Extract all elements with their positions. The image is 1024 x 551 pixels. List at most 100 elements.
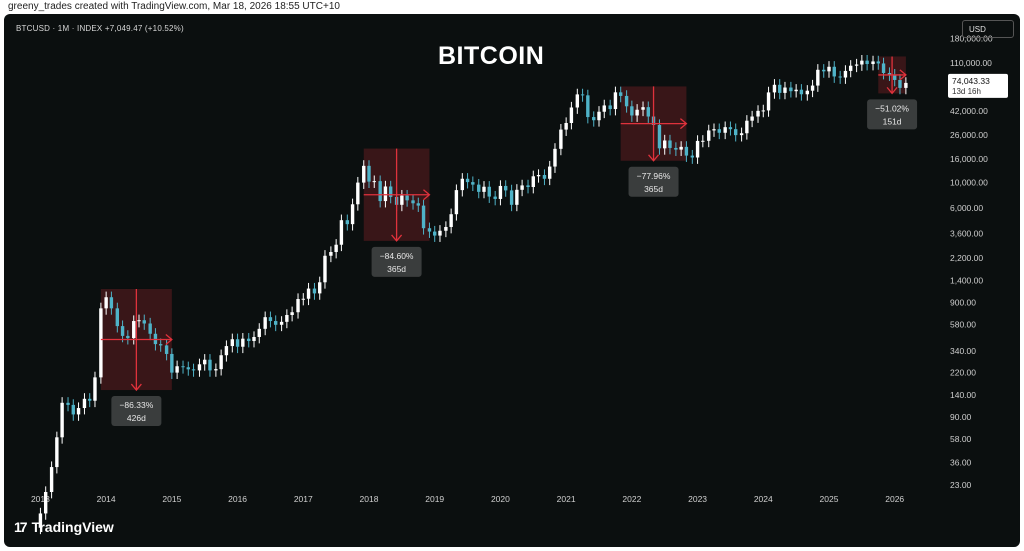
candle [509, 190, 514, 205]
candle [465, 178, 470, 183]
y-tick-label: 90.00 [950, 412, 972, 422]
candle [449, 214, 453, 227]
candle [898, 79, 902, 88]
drawdown-arrowhead [423, 189, 431, 201]
drawdown-duration: 365d [387, 264, 406, 274]
tradingview-logo: 17 TradingView [14, 519, 114, 535]
candle [263, 317, 267, 329]
candle [416, 203, 420, 206]
brand-name: TradingView [31, 519, 114, 535]
candle [301, 298, 305, 300]
chart-plot[interactable]: 23.00 36.00 58.00 90.00 140.00 220.00 340.00 58… [4, 14, 1020, 547]
tradingview-logo-icon: 17 [14, 519, 28, 535]
candle [876, 61, 880, 64]
candle [257, 328, 261, 337]
y-tick-label: 3,600.00 [950, 228, 983, 238]
candle [383, 186, 388, 202]
candle [531, 176, 535, 188]
candle [285, 314, 289, 322]
candle [881, 63, 886, 73]
drawdown-arrowhead [165, 334, 173, 346]
x-tick-label: 2013 [31, 494, 50, 504]
candle [273, 321, 278, 325]
candle [230, 339, 235, 347]
candle [822, 69, 826, 72]
x-tick-label: 2025 [820, 494, 839, 504]
candle [564, 123, 568, 130]
candle [306, 288, 311, 299]
candle [208, 359, 212, 371]
candle [241, 338, 245, 347]
candle [723, 127, 727, 133]
candle [745, 120, 749, 134]
y-tick-label: 1,400.00 [950, 275, 983, 285]
candle [515, 189, 519, 205]
candle [487, 186, 491, 197]
candle [663, 140, 667, 149]
candle [170, 353, 174, 373]
y-tick-label: 42,000.00 [950, 106, 988, 116]
drawdown-arrowhead [391, 234, 403, 242]
candle [657, 124, 662, 149]
candle [224, 346, 229, 356]
candle [400, 195, 404, 205]
drawdown-label-box [371, 246, 422, 277]
y-tick-label: 26,000.00 [950, 130, 988, 140]
y-tick-label: 36.00 [950, 458, 972, 468]
y-tick-label: 10,000.00 [950, 178, 988, 188]
chart-title: BITCOIN [438, 42, 545, 70]
candle [290, 312, 294, 315]
candle [268, 317, 273, 322]
candle [624, 95, 629, 107]
candle [548, 166, 552, 179]
candle [433, 231, 437, 236]
drawdown-duration: 151d [883, 116, 902, 126]
candle [904, 82, 908, 88]
candle [569, 107, 574, 124]
candle [674, 147, 678, 150]
candle [871, 61, 875, 65]
candle [438, 230, 442, 236]
candle [493, 196, 497, 199]
drawdown-arrowhead [899, 69, 907, 81]
candle [142, 320, 146, 324]
candle [109, 297, 114, 309]
candle [235, 339, 240, 347]
candle [378, 181, 382, 202]
candle [684, 146, 689, 156]
drawdown-duration: 426d [127, 413, 146, 423]
candle [794, 89, 798, 92]
candle [592, 117, 596, 121]
candle [848, 65, 853, 71]
y-tick-label: 140.00 [950, 390, 976, 400]
candle [695, 140, 700, 158]
candle [104, 297, 108, 309]
y-tick-label: 58.00 [950, 434, 972, 444]
candle [756, 110, 760, 117]
currency-button[interactable]: USD [962, 20, 1014, 38]
candle [865, 60, 869, 65]
candle [778, 84, 782, 93]
candle [586, 95, 590, 118]
drawdown-label-box [628, 166, 679, 197]
candle [772, 84, 777, 93]
candle [597, 111, 601, 121]
candle [750, 116, 754, 121]
candle [99, 308, 103, 378]
candle [575, 94, 580, 108]
candle [158, 344, 163, 346]
candle [296, 299, 300, 313]
drawdown-arrowhead [648, 154, 660, 162]
candle [427, 228, 432, 232]
candle [520, 185, 524, 190]
y-tick-label: 23.00 [950, 480, 972, 490]
candle [219, 355, 223, 370]
y-tick-label: 16,000.00 [950, 154, 988, 164]
candle [93, 377, 97, 401]
candle [471, 182, 475, 185]
candle [536, 174, 541, 177]
candle [477, 184, 481, 192]
candle [126, 335, 130, 339]
candle [526, 185, 530, 188]
drawdown-label-box [867, 99, 918, 130]
